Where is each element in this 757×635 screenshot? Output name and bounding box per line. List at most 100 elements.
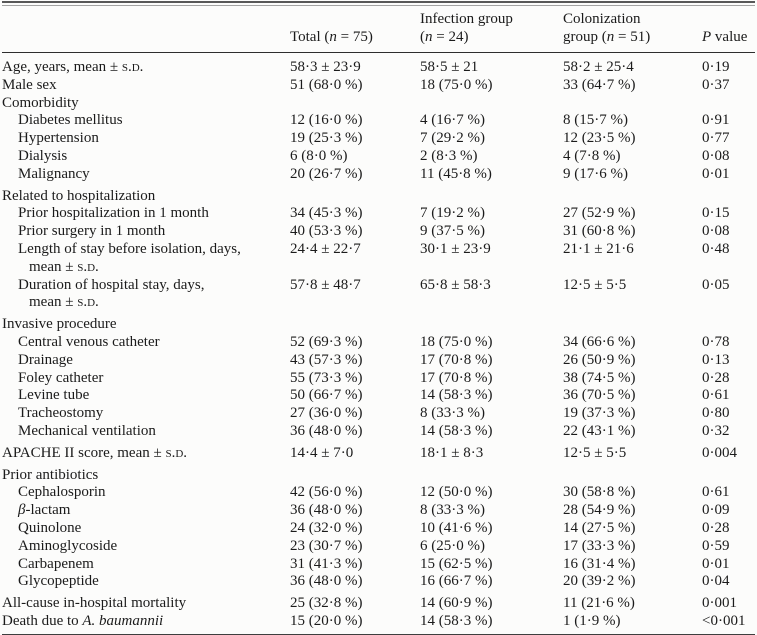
cell-total: 36 (48·0 %) — [290, 573, 363, 590]
cell-infection: 7 (29·2 %) — [420, 130, 485, 147]
cell-colonization — [563, 95, 690, 113]
table-row: Cephalosporin 42 (56·0 %) 12 (50·0 %) 30 (5… — [2, 484, 755, 502]
cell-p: 0·80 — [702, 405, 730, 422]
table-row: Drainage 43 (57·3 %) 17 (70·8 %) 26 (50·9 %… — [2, 352, 755, 370]
cell-infection: 6 (25·0 %) — [420, 537, 485, 554]
table-row: Death due to A. baumannii 15 (20·0 %) 14 (… — [2, 613, 755, 631]
cell-total: 36 (48·0 %) — [290, 502, 363, 519]
cell-p: 0·15 — [702, 205, 730, 222]
cell-p: 0·004 — [702, 444, 737, 461]
table-row: β-lactam 36 (48·0 %) 8 (33·3 %) 28 (54·9 %)… — [2, 502, 755, 520]
table-row: Quinolone 24 (32·0 %) 10 (41·6 %) 14 (27·5 … — [2, 520, 755, 538]
cell-label: Aminoglycoside — [18, 537, 118, 554]
cell-colonization: 58·2 ± 25·4 — [563, 59, 634, 75]
cell-total — [290, 463, 420, 485]
cell-p: 0·01 — [702, 555, 730, 572]
cell-p: 0·01 — [702, 165, 730, 182]
cell-infection: 2 (8·3 %) — [420, 147, 478, 164]
cell-label: Prior surgery in 1 month — [18, 223, 166, 240]
cell-colonization: 30 (58·8 %) — [563, 484, 636, 501]
cell-total: 25 (32·8 %) — [290, 595, 363, 612]
cell-total: 12 (16·0 %) — [290, 112, 363, 129]
cell-label: Diabetes mellitus — [18, 112, 123, 129]
cell-p: 0·09 — [702, 502, 730, 519]
section-header-row: Related to hospitalization — [2, 184, 755, 206]
cell-colonization — [563, 184, 690, 206]
cell-total: 34 (45·3 %) — [290, 205, 363, 222]
cell-p: 0·28 — [702, 519, 730, 536]
cell-label: Prior antibiotics — [2, 466, 99, 483]
cell-p: 0·08 — [702, 147, 730, 164]
cell-label: Hypertension — [18, 130, 99, 147]
cell-infection — [420, 463, 563, 485]
cell-colonization: 12·5 ± 5·5 — [563, 276, 627, 293]
bottom-double-rule — [2, 633, 755, 635]
cell-label: Levine tube — [18, 387, 90, 404]
section-header-row: Prior antibiotics — [2, 463, 755, 485]
cell-label: Carbapenem — [18, 555, 94, 572]
cell-infection: 30·1 ± 23·9 — [420, 240, 491, 257]
cell-total: 24·4 ± 22·7 — [290, 240, 361, 257]
cell-colonization: 12 (23·5 %) — [563, 130, 636, 147]
cell-label: Dialysis — [18, 147, 68, 164]
column-header-total: Total (n = 75) — [290, 6, 420, 53]
column-header-colonization-group: Colonization group (n = 51) — [563, 6, 690, 53]
column-header-p-value: P value — [690, 6, 755, 53]
cell-p: 0·91 — [702, 112, 730, 129]
cell-p — [690, 184, 755, 206]
cell-p: 0·37 — [702, 76, 730, 93]
cell-total: 51 (68·0 %) — [290, 76, 363, 93]
cell-p: 0·78 — [702, 333, 730, 350]
table-row: Glycopeptide 36 (48·0 %) 16 (66·7 %) 20 (39… — [2, 573, 755, 591]
table-row: Aminoglycoside 23 (30·7 %) 6 (25·0 %) 17 (3… — [2, 538, 755, 556]
cell-total: 15 (20·0 %) — [290, 612, 363, 629]
table-row: Prior hospitalization in 1 month 34 (45·3… — [2, 205, 755, 223]
cell-label: Mechanical ventilation — [18, 422, 156, 439]
cell-colonization: 9 (17·6 %) — [563, 165, 628, 182]
cell-infection: 58·5 ± 21 — [420, 59, 479, 75]
table-row: Levine tube 50 (66·7 %) 14 (58·3 %) 36 (70·… — [2, 387, 755, 405]
cell-p: 0·77 — [702, 130, 730, 147]
cell-infection: 7 (19·2 %) — [420, 205, 485, 222]
cell-infection: 14 (58·3 %) — [420, 387, 493, 404]
cell-p: 0·59 — [702, 537, 730, 554]
cell-label: Glycopeptide — [18, 573, 99, 590]
table-row: Mechanical ventilation 36 (48·0 %) 14 (58·… — [2, 423, 755, 441]
cell-p — [690, 95, 755, 113]
table-row: Age, years, mean ± s.d. 58·3 ± 23·9 58·5 ±… — [2, 53, 755, 77]
cell-infection: 14 (58·3 %) — [420, 612, 493, 629]
cell-colonization: 1 (1·9 %) — [563, 612, 621, 629]
cell-total: 57·8 ± 48·7 — [290, 276, 361, 293]
cell-colonization: 4 (7·8 %) — [563, 147, 621, 164]
table-row: Male sex 51 (68·0 %) 18 (75·0 %) 33 (64·7 %… — [2, 77, 755, 95]
cell-label: Foley catheter — [18, 369, 104, 386]
cell-label: Central venous catheter — [18, 333, 160, 350]
cell-total: 24 (32·0 %) — [290, 519, 363, 536]
cell-label: Related to hospitalization — [2, 187, 156, 204]
table-row: Malignancy 20 (26·7 %) 11 (45·8 %) 9 (17·6 … — [2, 166, 755, 184]
cell-colonization: 20 (39·2 %) — [563, 573, 636, 590]
header-row: Total (n = 75) Infection group (n = 24) C… — [2, 6, 755, 53]
cell-label: Tracheostomy — [18, 405, 104, 422]
cell-p: 0·05 — [702, 276, 730, 293]
cell-total: 14·4 ± 7·0 — [290, 444, 354, 461]
column-header-label — [2, 6, 290, 53]
cell-p: 0·61 — [702, 484, 730, 501]
top-double-rule — [2, 0, 755, 6]
cell-label: Drainage — [18, 351, 73, 368]
cell-p: 0·08 — [702, 223, 730, 240]
table-row: Hypertension 19 (25·3 %) 7 (29·2 %) 12 (23·… — [2, 130, 755, 148]
cell-colonization: 31 (60·8 %) — [563, 223, 636, 240]
cell-colonization: 38 (74·5 %) — [563, 369, 636, 386]
cell-colonization: 36 (70·5 %) — [563, 387, 636, 404]
table-row: APACHE II score, mean ± s.d. 14·4 ± 7·0 18… — [2, 441, 755, 463]
cell-infection — [420, 184, 563, 206]
cell-p: 0·04 — [702, 573, 730, 590]
cell-label: Duration of hospital stay, days, mean ± s… — [18, 276, 205, 311]
cell-total: 31 (41·3 %) — [290, 555, 363, 572]
table-row: Duration of hospital stay, days, mean ± s… — [2, 277, 755, 313]
cell-colonization: 12·5 ± 5·5 — [563, 444, 627, 461]
cell-total — [290, 95, 420, 113]
cell-total: 58·3 ± 23·9 — [290, 59, 361, 75]
